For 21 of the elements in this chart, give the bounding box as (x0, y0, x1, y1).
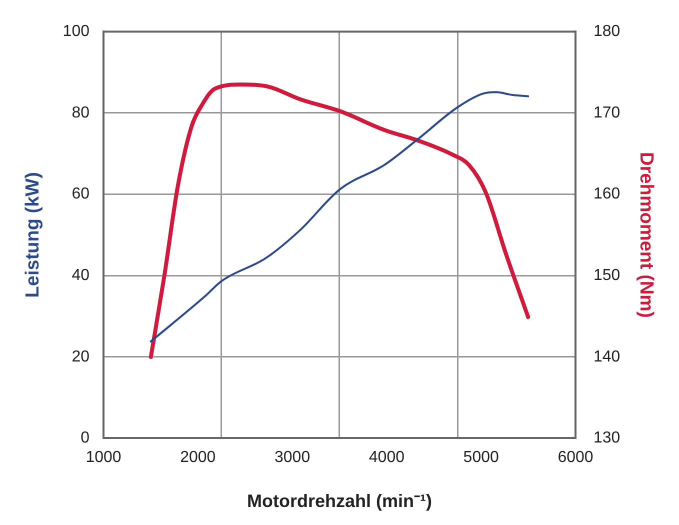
y2-tick-label: 150 (594, 266, 620, 284)
x-tick-label: 4000 (368, 449, 405, 466)
y-tick-label: 80 (72, 104, 90, 122)
x-tick-label: 2000 (180, 449, 216, 466)
x-tick-label: 6000 (558, 449, 594, 466)
x-axis-title: Motordrehzahl (min⁻¹) (247, 491, 432, 512)
y-tick-label: 0 (80, 430, 90, 447)
y-axis-title: Leistung (kW) (22, 172, 44, 298)
y-tick-label: 100 (62, 23, 90, 40)
y-tick-label: 60 (72, 186, 90, 203)
y2-tick-label: 170 (594, 104, 620, 122)
x-tick-label: 3000 (274, 449, 310, 466)
y2-tick-label: 140 (594, 348, 620, 366)
y2-tick-label: 180 (594, 23, 620, 40)
x-tick-label: 5000 (463, 449, 499, 466)
y2-axis-title: Drehmoment (Nm) (635, 152, 656, 318)
y2-tick-label: 160 (594, 186, 620, 203)
y-tick-label: 40 (72, 266, 90, 284)
x-tick-label: 1000 (86, 449, 122, 466)
y2-tick-label: 130 (594, 430, 620, 447)
y-tick-label: 20 (72, 348, 90, 366)
